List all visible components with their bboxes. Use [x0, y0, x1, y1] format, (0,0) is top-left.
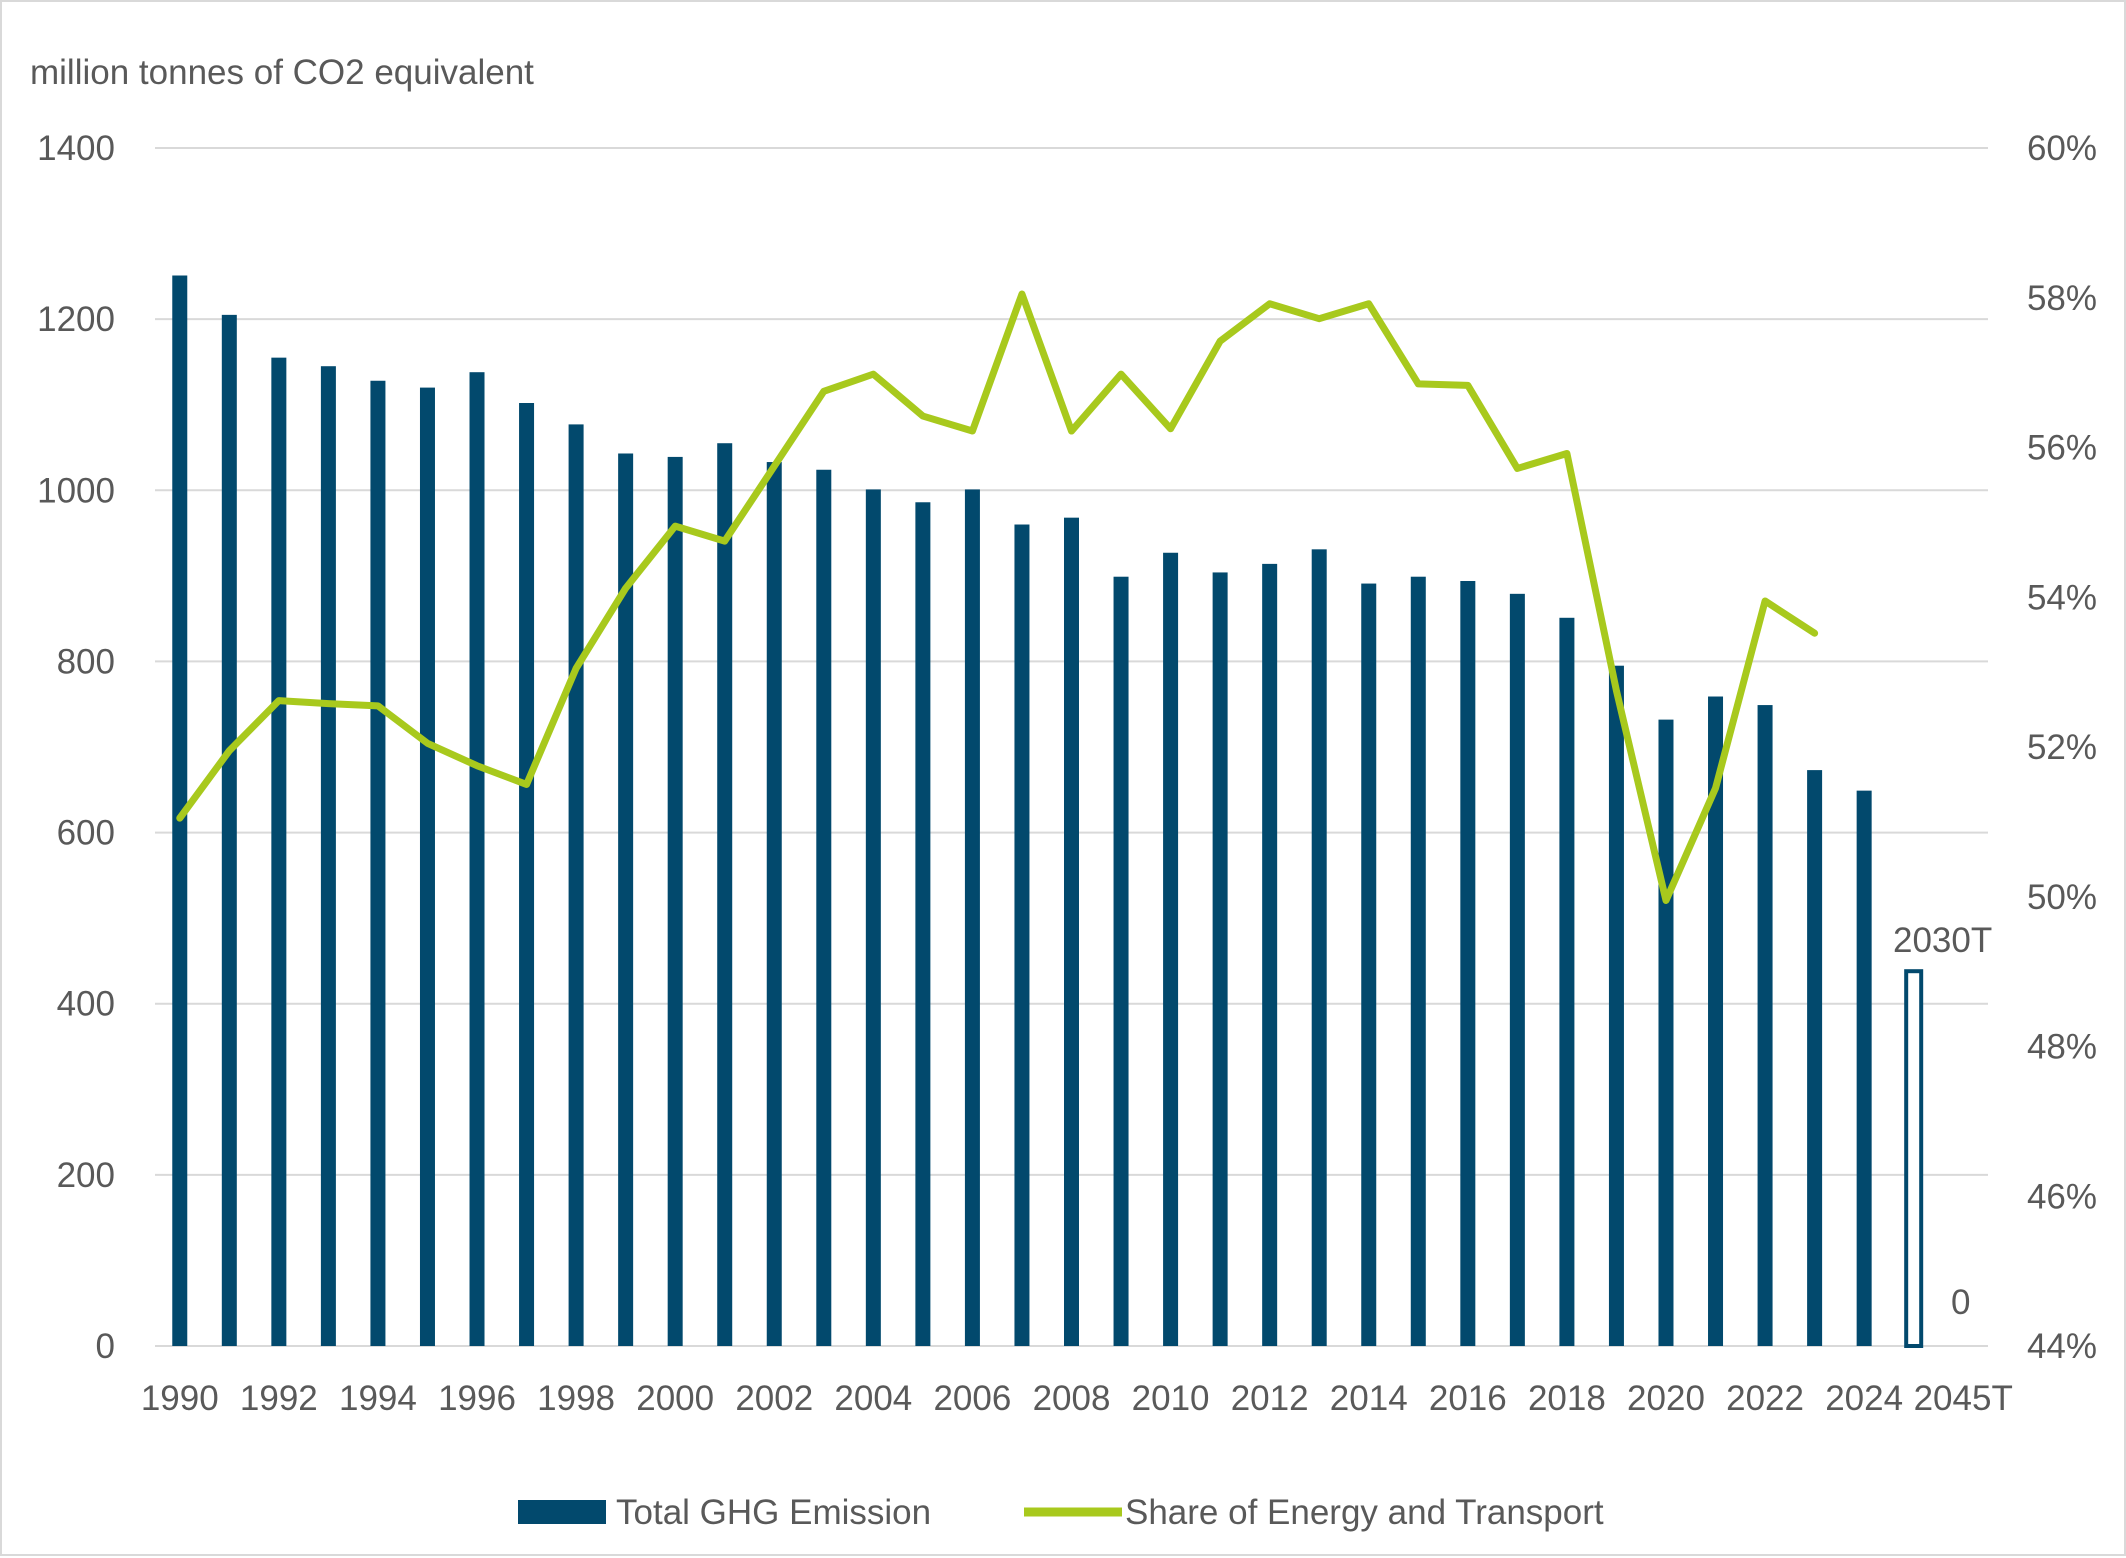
x-tick-label: 1998	[537, 1379, 615, 1418]
bar-1999	[618, 453, 634, 1346]
bar-series	[172, 275, 1924, 1348]
bar-2019	[1608, 665, 1624, 1346]
annotation-2030t: 2030T	[1893, 921, 1992, 960]
bar-2030t	[1904, 969, 1924, 1348]
legend-bar-swatch	[518, 1500, 606, 1524]
left-y-tick-label: 600	[57, 814, 115, 853]
bar-2007	[1014, 524, 1030, 1346]
x-axis: 1990 1992 1994 1996 1998 2000 2002 2004 2006 2008…	[141, 1379, 2013, 1418]
left-y-tick-label: 1200	[37, 300, 115, 339]
bar-2006	[964, 489, 980, 1346]
x-tick-label: 1994	[339, 1379, 417, 1418]
bar-2011	[1212, 572, 1228, 1346]
x-tick-label: 2000	[636, 1379, 714, 1418]
right-y-tick-label: 54%	[2027, 578, 2097, 617]
left-axis-title: million tonnes of CO2 equivalent	[30, 53, 534, 92]
share-energy-transport-line	[176, 290, 1819, 904]
x-tick-label: 2045T	[1914, 1379, 2013, 1418]
left-y-tick-label: 1400	[37, 129, 115, 168]
bar-2008	[1064, 517, 1079, 1346]
x-tick-label: 2024	[1825, 1379, 1903, 1418]
x-tick-label: 1990	[141, 1379, 219, 1418]
legend: Total GHG Emission Share of Energy and T…	[518, 1493, 1604, 1532]
bar-2020	[1658, 719, 1674, 1346]
x-tick-label: 2012	[1231, 1379, 1309, 1418]
x-tick-label: 2004	[834, 1379, 912, 1418]
right-y-tick-label: 60%	[2027, 129, 2097, 168]
x-tick-label: 1996	[438, 1379, 516, 1418]
bar-2012	[1262, 563, 1278, 1346]
bar-2010	[1163, 552, 1179, 1346]
left-y-tick-label: 800	[57, 642, 115, 681]
bar-2000	[667, 456, 683, 1347]
right-y-tick-label: 52%	[2027, 728, 2097, 767]
bar-2004	[865, 489, 881, 1346]
bar-1997	[519, 403, 535, 1346]
bar-2002	[766, 462, 782, 1347]
x-tick-label: 2020	[1627, 1379, 1705, 1418]
bar-1996	[469, 372, 485, 1346]
x-tick-label: 2022	[1726, 1379, 1804, 1418]
bar-2013	[1311, 549, 1327, 1346]
right-y-tick-label: 46%	[2027, 1177, 2097, 1216]
bar-2017	[1509, 593, 1525, 1346]
bar-2003	[816, 469, 832, 1347]
left-y-tick-label: 400	[57, 985, 115, 1024]
annotation-zero: 0	[1951, 1283, 1970, 1322]
left-y-tick-label: 0	[96, 1327, 115, 1366]
x-tick-label: 2010	[1132, 1379, 1210, 1418]
bar-1998	[568, 424, 584, 1346]
bar-2015	[1410, 576, 1426, 1346]
left-y-tick-label: 1000	[37, 471, 115, 510]
bar-1990	[172, 275, 188, 1346]
bar-1994	[370, 380, 386, 1346]
legend-line-label: Share of Energy and Transport	[1125, 1493, 1604, 1532]
bar-2022	[1757, 705, 1773, 1346]
x-tick-label: 2016	[1429, 1379, 1507, 1418]
right-y-tick-label: 44%	[2027, 1327, 2097, 1366]
bar-2009	[1113, 576, 1129, 1346]
bar-1993	[320, 366, 336, 1346]
x-tick-label: 2018	[1528, 1379, 1606, 1418]
bar-1992	[271, 357, 287, 1346]
x-tick-label: 2006	[933, 1379, 1011, 1418]
left-axis: 0 200 400 600 800 1000 1200 1400	[37, 129, 115, 1366]
bar-2023	[1807, 770, 1823, 1346]
bar-2024	[1856, 790, 1872, 1346]
x-tick-label: 1992	[240, 1379, 318, 1418]
bar-1995	[419, 387, 435, 1347]
legend-bar-label: Total GHG Emission	[616, 1493, 931, 1532]
bar-1991	[221, 314, 237, 1347]
bar-2001	[717, 443, 733, 1346]
bar-2018	[1559, 617, 1575, 1346]
x-tick-label: 2002	[735, 1379, 813, 1418]
bar-2014	[1361, 583, 1377, 1346]
right-axis: 44% 46% 48% 50% 52% 54% 56% 58% 60%	[2027, 129, 2097, 1366]
x-tick-label: 2008	[1033, 1379, 1111, 1418]
left-y-tick-label: 200	[57, 1156, 115, 1195]
bar-2016	[1460, 580, 1476, 1346]
right-y-tick-label: 58%	[2027, 279, 2097, 318]
right-y-tick-label: 56%	[2027, 429, 2097, 468]
bar-2005	[915, 502, 931, 1346]
bar-2021	[1708, 696, 1724, 1346]
line-series	[176, 290, 1819, 904]
x-tick-label: 2014	[1330, 1379, 1408, 1418]
right-y-tick-label: 50%	[2027, 878, 2097, 917]
right-y-tick-label: 48%	[2027, 1028, 2097, 1067]
